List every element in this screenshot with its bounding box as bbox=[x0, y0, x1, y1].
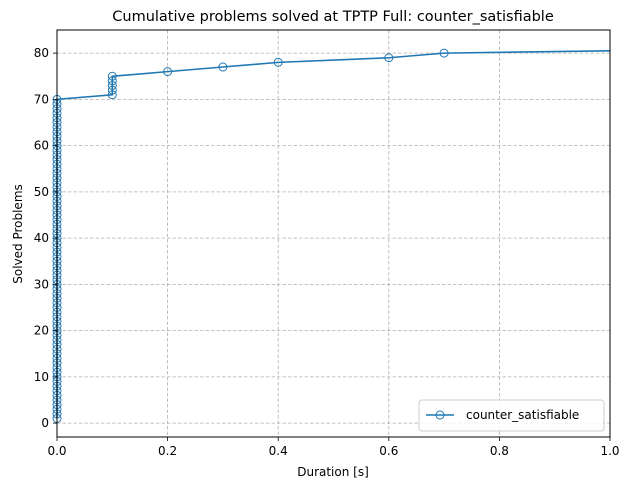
data-point bbox=[107, 71, 117, 81]
x-tick-label: 0.4 bbox=[269, 444, 288, 458]
plot-frame bbox=[56, 29, 611, 438]
y-tick-label: 70 bbox=[34, 92, 49, 106]
y-axis-title: Solved Problems bbox=[11, 184, 25, 284]
y-tick-label: 20 bbox=[34, 324, 49, 338]
chart-title: Cumulative problems solved at TPTP Full:… bbox=[112, 9, 554, 25]
x-tick-label: 0.2 bbox=[158, 444, 177, 458]
data-point bbox=[107, 85, 117, 95]
legend-box bbox=[418, 399, 605, 432]
x-tick-label: 0.6 bbox=[379, 444, 398, 458]
data-point bbox=[439, 48, 449, 58]
data-point bbox=[107, 76, 117, 86]
y-tick-label: 40 bbox=[34, 231, 49, 245]
x-tick-label: 0.0 bbox=[47, 444, 66, 458]
legend: counter_satisfiable bbox=[418, 399, 605, 432]
y-tick-label: 30 bbox=[34, 277, 49, 291]
legend-label: counter_satisfiable bbox=[466, 408, 579, 422]
data-point bbox=[163, 67, 173, 77]
x-axis-title: Duration [s] bbox=[297, 465, 369, 479]
y-tick-label: 0 bbox=[41, 416, 49, 430]
legend-marker-sample bbox=[435, 410, 445, 420]
y-tick-label: 10 bbox=[34, 370, 49, 384]
y-tick-label: 80 bbox=[34, 46, 49, 60]
x-tick-label: 0.8 bbox=[490, 444, 509, 458]
data-point bbox=[218, 62, 228, 72]
y-tick-label: 60 bbox=[34, 139, 49, 153]
data-point bbox=[273, 57, 283, 67]
y-tick-label: 50 bbox=[34, 185, 49, 199]
ticks: 0.0 0.2 0.4 0.6 0.8 1.0 0 10 20 30 40 50 60 70 80 bbox=[34, 46, 620, 458]
data-point bbox=[107, 90, 117, 100]
grid bbox=[57, 30, 610, 437]
data-point bbox=[107, 81, 117, 90]
x-tick-label: 1.0 bbox=[600, 444, 619, 458]
data-point bbox=[384, 53, 394, 63]
